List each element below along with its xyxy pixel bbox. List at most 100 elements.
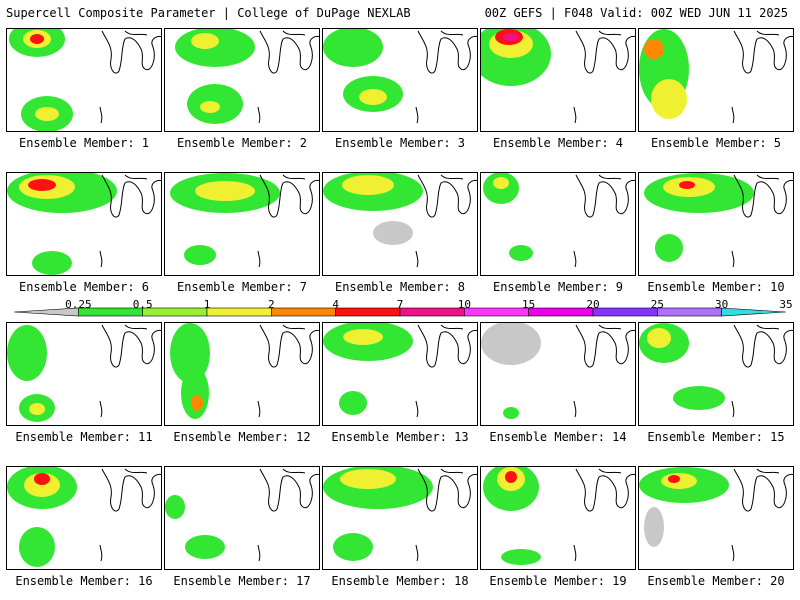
scp-contour-area	[673, 386, 725, 410]
river-line	[415, 250, 419, 268]
scp-contour-area	[644, 507, 664, 547]
color-scale-segment	[657, 307, 722, 317]
scp-contour-area	[19, 527, 55, 567]
scp-contour-area	[505, 471, 517, 483]
color-scale-segment	[335, 307, 401, 317]
ensemble-member-label: Ensemble Member: 16	[15, 574, 153, 588]
scp-contour-area	[342, 175, 394, 195]
color-scale-segment	[721, 307, 787, 317]
color-scale-segment	[464, 307, 529, 317]
forecast-field-map	[639, 323, 793, 418]
ensemble-member-label: Ensemble Member: 12	[173, 430, 311, 444]
scp-contour-area	[373, 221, 413, 245]
scp-contour-area	[359, 89, 387, 105]
color-scale-tick-label: 20	[586, 298, 600, 311]
forecast-field-map	[639, 29, 793, 124]
scp-contour-area	[191, 33, 219, 49]
river-line	[573, 544, 577, 562]
ensemble-map-panel	[6, 466, 162, 570]
color-scale-segment	[592, 307, 658, 317]
scp-contour-area	[7, 325, 47, 381]
color-scale-tick-label: 10	[457, 298, 471, 311]
ensemble-member-label: Ensemble Member: 13	[331, 430, 469, 444]
great-lakes-coastline	[101, 174, 161, 218]
color-scale-tick-label: 15	[522, 298, 536, 311]
ensemble-map-panel	[164, 322, 320, 426]
forecast-field-map	[7, 173, 161, 275]
great-lakes-coastline	[101, 30, 161, 74]
forecast-field-map	[323, 173, 477, 268]
scp-contour-area	[323, 29, 383, 67]
river-line	[731, 106, 735, 124]
great-lakes-coastline	[259, 324, 319, 368]
river-line	[573, 400, 577, 418]
scp-contour-area	[493, 177, 509, 189]
scp-contour-area	[184, 245, 216, 265]
great-lakes-coastline	[101, 324, 161, 368]
ensemble-map-panel	[164, 172, 320, 276]
river-line	[731, 400, 735, 418]
river-line	[415, 400, 419, 418]
great-lakes-coastline	[259, 174, 319, 218]
forecast-field-map	[644, 173, 793, 268]
ensemble-map-panel	[322, 172, 478, 276]
scp-contour-area	[503, 33, 519, 41]
ensemble-member-label: Ensemble Member: 11	[15, 430, 153, 444]
scp-contour-area	[509, 245, 533, 261]
great-lakes-coastline	[417, 468, 477, 512]
ensemble-member-label: Ensemble Member: 17	[173, 574, 311, 588]
forecast-field-map	[323, 467, 477, 562]
great-lakes-coastline	[733, 30, 793, 74]
forecast-field-map	[483, 173, 635, 268]
river-line	[99, 544, 103, 562]
ensemble-map-panel	[480, 172, 636, 276]
scp-contour-area	[651, 79, 687, 119]
ensemble-map-panel	[322, 322, 478, 426]
great-lakes-coastline	[575, 30, 635, 74]
scp-contour-area	[181, 367, 209, 419]
scp-contour-area	[644, 39, 664, 59]
color-scale-tick-label: 0.5	[132, 298, 153, 311]
forecast-field-map	[323, 323, 477, 418]
forecast-field-map	[481, 29, 635, 124]
forecast-field-map	[323, 29, 477, 124]
ensemble-map-panel	[480, 322, 636, 426]
color-scale-tick-label: 4	[332, 298, 339, 311]
river-line	[257, 400, 261, 418]
scp-contour-area	[655, 234, 683, 262]
ensemble-member-label: Ensemble Member: 7	[176, 280, 308, 294]
scp-contour-area	[175, 29, 255, 67]
river-line	[257, 250, 261, 268]
scp-contour-area	[679, 181, 695, 189]
color-scale-tick-label: 7	[396, 298, 404, 311]
ensemble-member-label: Ensemble Member: 9	[492, 280, 624, 294]
ensemble-map-panel	[6, 322, 162, 426]
river-line	[731, 250, 735, 268]
color-scale-tick-label: 30	[715, 298, 729, 311]
forecast-field-map	[165, 468, 319, 562]
ensemble-map-panel	[480, 28, 636, 132]
scp-contour-area	[340, 469, 396, 489]
river-line	[99, 250, 103, 268]
scp-contour-area	[165, 495, 185, 519]
great-lakes-coastline	[575, 324, 635, 368]
scp-contour-area	[501, 549, 541, 565]
scp-contour-area	[34, 473, 50, 485]
scp-contour-area	[333, 533, 373, 561]
forecast-field-map	[175, 29, 319, 124]
ensemble-member-label: Ensemble Member: 3	[334, 136, 466, 150]
great-lakes-coastline	[417, 324, 477, 368]
scp-contour-area	[339, 391, 367, 415]
river-line	[99, 400, 103, 418]
river-line	[257, 544, 261, 562]
color-scale-segment	[206, 307, 272, 317]
ensemble-member-label: Ensemble Member: 5	[650, 136, 782, 150]
scp-contour-area	[481, 323, 541, 365]
scp-contour-area	[35, 107, 59, 121]
color-scale-segment	[399, 307, 465, 317]
color-scale-tick-label: 1	[203, 298, 211, 311]
great-lakes-coastline	[417, 30, 477, 74]
great-lakes-coastline	[417, 174, 477, 218]
ensemble-map-panel	[164, 466, 320, 570]
